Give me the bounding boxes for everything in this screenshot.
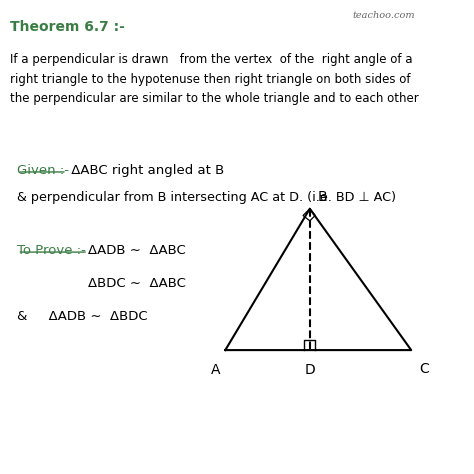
Text: &     ΔADB ∼  ΔBDC: & ΔADB ∼ ΔBDC (18, 310, 148, 323)
Text: D: D (304, 363, 315, 377)
Text: To Prove :-: To Prove :- (18, 244, 86, 257)
Text: ΔADB ∼  ΔABC: ΔADB ∼ ΔABC (88, 244, 186, 257)
Text: B: B (318, 190, 327, 204)
Text: Given :-: Given :- (18, 164, 70, 177)
Text: & perpendicular from B intersecting AC at D. (i.e. BD ⊥ AC): & perpendicular from B intersecting AC a… (18, 191, 396, 204)
Text: teachoo.com: teachoo.com (353, 11, 415, 20)
Text: ΔABC right angled at B: ΔABC right angled at B (67, 164, 224, 177)
Text: A: A (211, 363, 221, 377)
Text: Theorem 6.7 :-: Theorem 6.7 :- (10, 20, 125, 34)
Text: ΔBDC ∼  ΔABC: ΔBDC ∼ ΔABC (88, 277, 186, 290)
Text: If a perpendicular is drawn   from the vertex  of the  right angle of a
right tr: If a perpendicular is drawn from the ver… (10, 53, 419, 105)
Text: C: C (419, 362, 428, 376)
